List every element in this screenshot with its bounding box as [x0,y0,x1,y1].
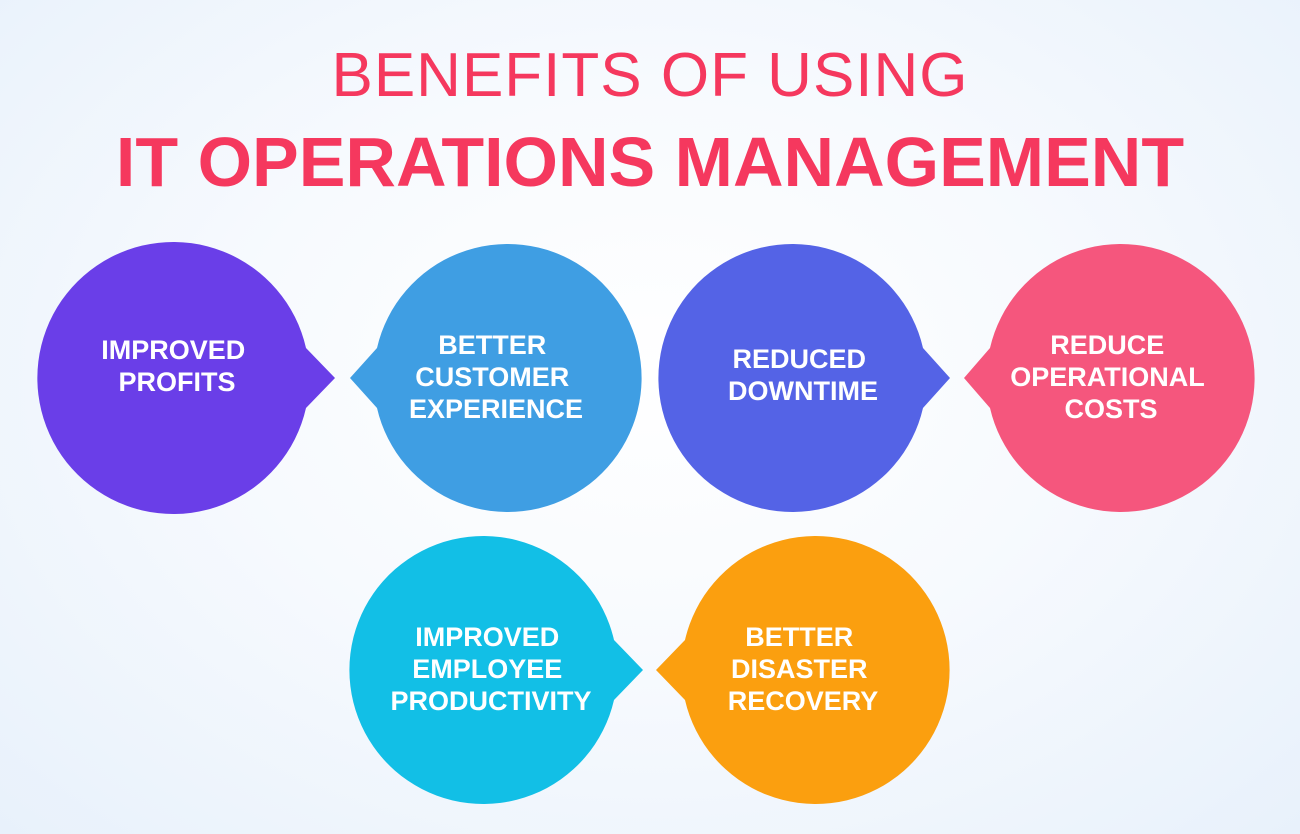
bubble-shape [349,536,643,804]
benefit-bubble-better-customer-experience: BETTER CUSTOMER EXPERIENCE [350,243,642,512]
bubble-label: REDUCED DOWNTIME [728,344,878,406]
bubble-label: REDUCE OPERATIONAL COSTS [1010,330,1212,424]
label-line: EXPERIENCE [409,394,583,424]
bubble-shape [964,243,1255,512]
page-title-line2: IT OPERATIONS MANAGEMENT [115,123,1185,201]
bubble-label: BETTER CUSTOMER EXPERIENCE [409,330,583,424]
bubble-shape [37,242,336,515]
label-line: PROFITS [118,367,235,397]
label-line: DISASTER [731,654,868,684]
label-line: DOWNTIME [728,376,878,406]
bubble-label: IMPROVED EMPLOYEE PRODUCTIVITY [390,622,591,716]
benefit-bubble-better-disaster-recovery: BETTER DISASTER RECOVERY [656,535,950,804]
label-line: REDUCED [732,344,866,374]
label-line: OPERATIONAL [1010,362,1204,392]
label-line: BETTER [745,622,853,652]
benefit-bubble-reduce-operational-costs: REDUCE OPERATIONAL COSTS [964,243,1255,512]
bubble-shape [656,535,950,804]
benefit-bubble-reduced-downtime: REDUCED DOWNTIME [658,243,950,512]
label-line: IMPROVED [415,622,559,652]
label-line: PRODUCTIVITY [390,686,591,716]
benefit-bubble-improved-employee-productivity: IMPROVED EMPLOYEE PRODUCTIVITY [349,536,643,804]
bubble-shape [658,243,950,512]
bubble-shape [350,243,642,512]
label-line: CUSTOMER [415,362,569,392]
label-line: COSTS [1064,394,1157,424]
bubble-label: BETTER DISASTER RECOVERY [728,622,879,716]
label-line: EMPLOYEE [412,654,562,684]
page-title-line1: BENEFITS OF USING [331,41,969,110]
label-line: RECOVERY [728,686,879,716]
label-line: BETTER [438,330,546,360]
label-line: IMPROVED [101,335,245,365]
bubble-label: IMPROVED PROFITS [101,335,253,397]
label-line: REDUCE [1050,330,1164,360]
benefit-bubble-improved-profits: IMPROVED PROFITS [37,242,336,515]
